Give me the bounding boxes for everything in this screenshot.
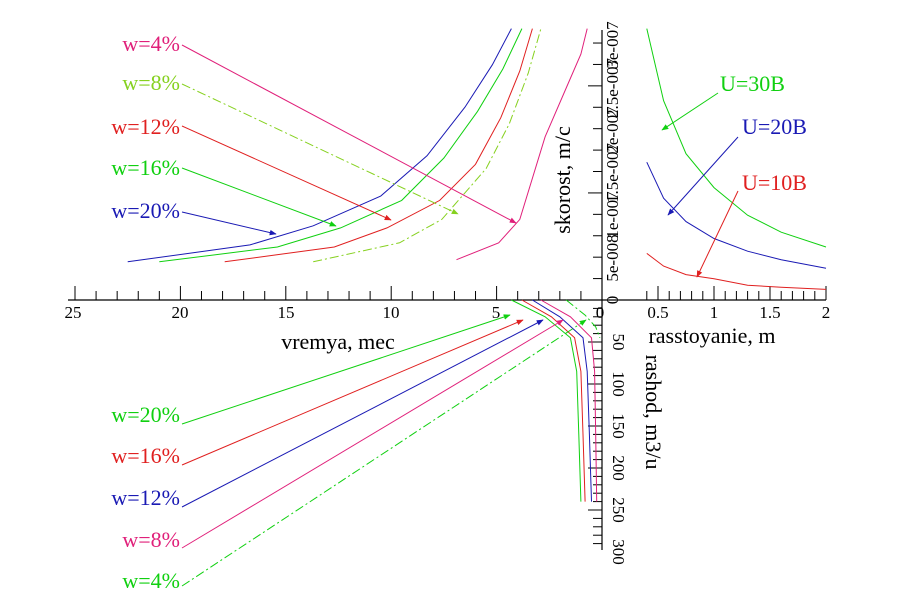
series-label-w12: w=12%	[111, 114, 180, 139]
series-bottom	[511, 299, 601, 502]
series-line-u10	[646, 253, 827, 290]
series-label-w16: w=16%	[111, 155, 180, 180]
arrow-u20	[667, 136, 739, 216]
time-tick-label: 5	[492, 303, 501, 322]
time-axis-title: vremya, mec	[281, 329, 395, 354]
axis-titles: vremya, mec rasstoyanie, m skorost, m/c …	[281, 126, 775, 469]
series-label-b-w4: w=4%	[122, 568, 180, 593]
velocity-axis-title: skorost, m/c	[550, 126, 575, 234]
series-labels: w=4% w=8% w=12% w=16% w=20% U=30B U=20B …	[111, 31, 807, 593]
velocity-tick-label: 2.5e-007	[603, 58, 622, 118]
tick-labels: 25 20 15 10 5 0 0.5 1 1.5 2 0 5e-008 1e-…	[65, 21, 831, 565]
distance-tick-label: 2	[822, 303, 831, 322]
arrow-w16	[181, 167, 337, 227]
flow-tick-label: 300	[609, 539, 628, 565]
arrow-w4	[181, 44, 517, 224]
series-line-w4	[565, 299, 601, 338]
series-label-b-w12: w=12%	[111, 485, 180, 510]
series-label-b-w16: w=16%	[111, 443, 180, 468]
velocity-tick-label: 0	[603, 296, 622, 305]
arrow-b-w4	[181, 319, 587, 587]
flow-axis-title: rashod, m3/u	[641, 355, 666, 470]
series-line-w16	[159, 28, 523, 263]
series-top-right	[646, 28, 827, 290]
series-line-w8	[313, 28, 542, 263]
velocity-tick-label: 1.5e-007	[603, 143, 622, 203]
distance-tick-label: 1	[710, 303, 719, 322]
series-line-u30	[646, 28, 827, 248]
time-tick-label: 25	[65, 303, 82, 322]
arrow-w20	[181, 211, 277, 236]
arrow-u10	[696, 190, 739, 278]
series-line-w12	[224, 28, 533, 263]
time-tick-label: 15	[278, 303, 295, 322]
ticks	[74, 42, 827, 545]
series-label-u30: U=30B	[720, 71, 785, 96]
flow-tick-label: 100	[609, 371, 628, 397]
flow-tick-label: 50	[609, 334, 628, 351]
velocity-tick-label: 2e-007	[603, 106, 622, 154]
series-line-w20	[511, 299, 582, 502]
time-tick-label: 20	[172, 303, 189, 322]
velocity-tick-label: 3e-007	[603, 21, 622, 69]
arrow-u30	[661, 92, 719, 131]
arrow-w12	[181, 125, 392, 221]
series-label-w4: w=4%	[122, 31, 180, 56]
series-label-b-w20: w=20%	[111, 402, 180, 427]
series-label-w20: w=20%	[111, 198, 180, 223]
series-line-w4	[456, 28, 588, 261]
series-line-w8	[540, 299, 598, 502]
series-label-u10: U=10B	[742, 170, 807, 195]
time-tick-label: 10	[383, 303, 400, 322]
label-arrows	[181, 44, 739, 587]
series-line-w12	[532, 299, 592, 502]
series-label-u20: U=20B	[742, 114, 807, 139]
velocity-tick-label: 1e-007	[603, 191, 622, 239]
series-line-w20	[127, 28, 512, 263]
distance-tick-label: 0.5	[647, 303, 668, 322]
velocity-tick-label: 5e-008	[603, 234, 622, 281]
series-label-w8: w=8%	[122, 70, 180, 95]
flow-tick-label: 150	[609, 413, 628, 439]
flow-tick-label: 250	[609, 497, 628, 523]
arrow-w8	[181, 83, 459, 215]
flow-tick-label: 200	[609, 455, 628, 481]
arrow-b-w20	[181, 314, 511, 425]
distance-axis-title: rasstoyanie, m	[648, 323, 775, 348]
series-top-left	[127, 28, 588, 263]
distance-tick-label: 1.5	[759, 303, 780, 322]
arrow-b-w12	[181, 319, 544, 508]
series-label-b-w8: w=8%	[122, 527, 180, 552]
time-tick-label: 0	[596, 303, 605, 322]
axes	[68, 30, 826, 550]
series-line-w16	[521, 299, 586, 502]
series-line-u20	[646, 161, 827, 269]
arrow-b-w8	[181, 319, 564, 549]
arrow-b-w16	[181, 319, 524, 466]
